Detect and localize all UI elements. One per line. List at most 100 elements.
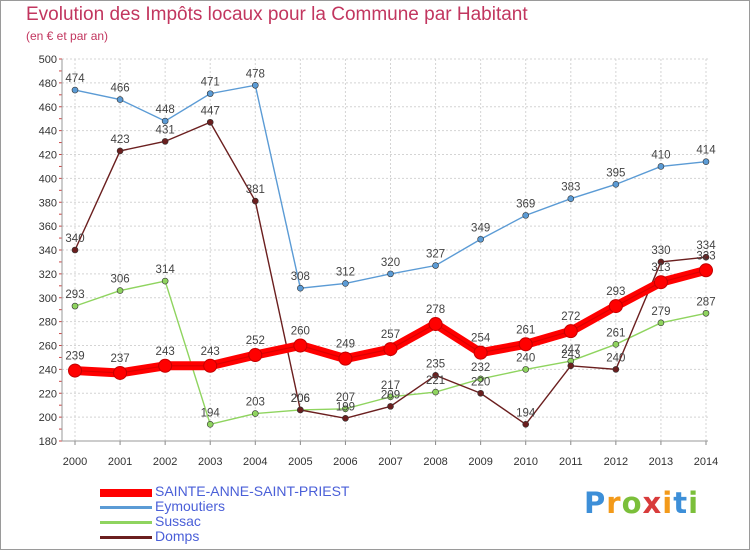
data-label-eymoutiers-2001: 466 [110, 83, 129, 95]
data-label-dompts-2003: 447 [201, 105, 220, 117]
point-sainte-anne-saint-priest-2001 [113, 365, 128, 380]
point-sainte-anne-saint-priest-2000 [68, 363, 82, 378]
data-label-eymoutiers-2003: 471 [201, 77, 220, 89]
y-tick-label-280: 280 [39, 317, 57, 329]
point-sussac-2012 [612, 341, 620, 348]
data-label-dompts-2013: 330 [651, 245, 670, 257]
y-tick-label-420: 420 [39, 150, 57, 162]
point-eymoutiers-2011 [567, 195, 575, 202]
point-sussac-2010 [522, 366, 530, 373]
data-label-dompts-2004: 381 [246, 184, 265, 196]
point-sussac-2007 [387, 393, 394, 401]
data-label-sussac-2010: 240 [516, 352, 535, 364]
data-label-sussac-2006: 207 [336, 392, 355, 404]
point-eymoutiers-2010 [522, 212, 530, 219]
x-tick-label-2001: 2001 [108, 456, 132, 468]
data-label-sussac-2013: 279 [651, 306, 670, 318]
series-layer [68, 81, 713, 428]
label-layer: 474 466 448 471 478 308 312 320 327 349 369 383 395 4… [65, 68, 716, 419]
point-dompts-2000 [71, 246, 79, 254]
y-tick-label-460: 460 [39, 102, 57, 114]
data-label-sainte-anne-saint-priest-2005: 260 [291, 326, 310, 338]
point-sussac-2006 [342, 405, 349, 413]
data-label-dompts-2005: 206 [291, 393, 310, 405]
point-dompts-2014 [702, 253, 710, 261]
point-sussac-2009 [477, 375, 484, 383]
point-eymoutiers-2002 [161, 117, 169, 125]
point-sainte-anne-saint-priest-2003 [203, 358, 218, 373]
data-label-eymoutiers-2009: 349 [471, 222, 490, 234]
point-sainte-anne-saint-priest-2010 [518, 337, 533, 352]
y-tick-label-440: 440 [39, 126, 57, 138]
point-eymoutiers-2007 [387, 270, 394, 278]
point-dompts-2010 [522, 420, 530, 428]
y-tick-label-360: 360 [39, 221, 57, 233]
data-label-sainte-anne-saint-priest-2002: 243 [156, 346, 175, 358]
point-eymoutiers-2005 [297, 284, 304, 292]
x-tick-label-2000: 2000 [63, 456, 87, 468]
point-sainte-anne-saint-priest-2011 [563, 324, 578, 339]
data-label-eymoutiers-2005: 308 [291, 271, 310, 283]
point-eymoutiers-2000 [71, 86, 79, 94]
data-label-sainte-anne-saint-priest-2003: 243 [201, 346, 220, 358]
x-tick-label-2007: 2007 [378, 456, 402, 468]
point-sainte-anne-saint-priest-2008 [428, 317, 443, 332]
data-label-sainte-anne-saint-priest-2006: 249 [336, 339, 355, 351]
point-dompts-2012 [612, 366, 620, 373]
legend-swatch-sainte-anne [100, 489, 152, 497]
point-sussac-2013 [657, 319, 665, 327]
y-tick-label-260: 260 [39, 341, 57, 353]
point-dompts-2005 [297, 406, 304, 414]
data-label-eymoutiers-2012: 395 [606, 167, 625, 179]
chart-subtitle: (en € et par an) [26, 29, 109, 43]
data-label-dompts-2001: 423 [110, 134, 129, 146]
x-tick-label-2014: 2014 [694, 456, 718, 468]
data-label-eymoutiers-2007: 320 [381, 257, 400, 269]
point-dompts-2007 [387, 403, 394, 410]
data-label-sussac-2005: 206 [291, 393, 310, 405]
data-label-sussac-2011: 247 [561, 344, 580, 356]
data-label-sussac-2014: 287 [696, 296, 715, 308]
point-sainte-anne-saint-priest-2009 [473, 345, 488, 360]
y-tick-label-300: 300 [39, 293, 57, 305]
y-tick-label-240: 240 [39, 364, 57, 376]
point-sainte-anne-saint-priest-2013 [653, 275, 668, 290]
data-label-sussac-2003: 194 [201, 407, 221, 419]
data-label-dompts-2007: 209 [381, 389, 400, 401]
data-label-dompts-2014: 334 [696, 240, 716, 252]
x-tick-label-2013: 2013 [649, 456, 673, 468]
point-sainte-anne-saint-priest-2006 [338, 351, 353, 366]
point-sainte-anne-saint-priest-2002 [158, 358, 173, 373]
point-sainte-anne-saint-priest-2004 [248, 348, 263, 363]
point-sainte-anne-saint-priest-2007 [383, 342, 398, 357]
data-label-sainte-anne-saint-priest-2004: 252 [246, 335, 265, 347]
data-label-sainte-anne-saint-priest-2008: 278 [426, 304, 445, 316]
point-dompts-2004 [251, 197, 259, 205]
point-dompts-2009 [477, 389, 484, 397]
data-label-eymoutiers-2008: 327 [426, 249, 445, 261]
data-label-sussac-2004: 203 [246, 397, 265, 409]
data-label-dompts-2010: 194 [516, 407, 536, 419]
data-label-dompts-2008: 235 [426, 358, 445, 370]
y-tick-label-320: 320 [39, 269, 57, 281]
data-label-dompts-2000: 340 [65, 233, 84, 245]
data-label-sainte-anne-saint-priest-2007: 257 [381, 329, 400, 341]
point-eymoutiers-2008 [432, 262, 439, 269]
data-label-dompts-2012: 240 [606, 352, 625, 364]
legend-label-sainte-anne: SAINTE-ANNE-SAINT-PRIEST [155, 483, 350, 499]
axis-layer: 180 200 220 240 260 280 300 320 340 360 380 400 420 4… [39, 54, 719, 468]
chart-title: Evolution des Impôts locaux pour la Comm… [26, 4, 528, 25]
point-eymoutiers-2012 [612, 181, 620, 188]
x-tick-label-2012: 2012 [604, 456, 628, 468]
point-sussac-2004 [251, 410, 259, 417]
point-dompts-2001 [116, 147, 124, 155]
y-tick-label-180: 180 [39, 436, 57, 448]
data-label-sussac-2002: 314 [156, 264, 176, 276]
point-sainte-anne-saint-priest-2012 [608, 299, 623, 314]
point-dompts-2002 [161, 138, 169, 145]
point-eymoutiers-2009 [477, 235, 484, 243]
data-label-eymoutiers-2000: 474 [65, 73, 85, 85]
point-eymoutiers-2003 [206, 90, 214, 97]
y-tick-label-500: 500 [39, 54, 57, 66]
